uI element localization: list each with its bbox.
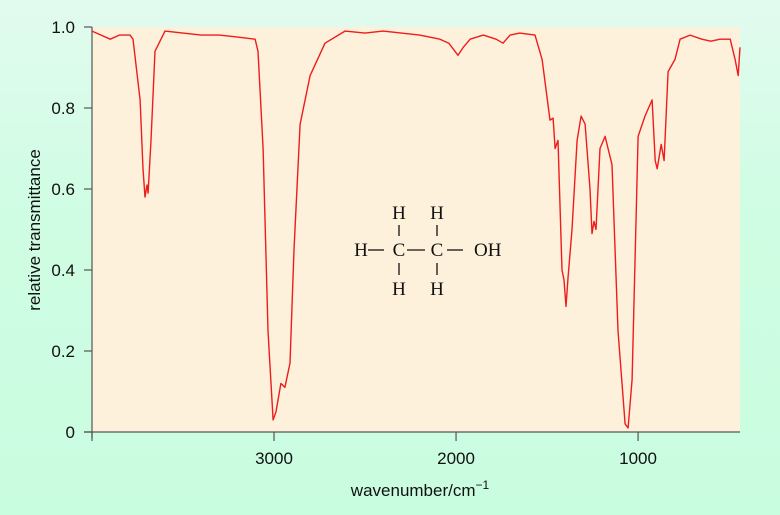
atom-h-top-2: H [430,203,444,224]
x-tick-label: 1000 [619,449,657,468]
atom-h-bottom-2: H [430,279,444,300]
atom-c-1: C [393,240,406,261]
spectrum-line [91,30,741,429]
y-tick-label: 0 [66,423,75,442]
y-tick-label: 0.8 [51,99,75,118]
x-axis-label: wavenumber/cm−1 [350,478,490,500]
atom-h-left: H [354,240,368,261]
y-tick-label: 0.4 [51,261,75,280]
atom-c-2: C [431,240,444,261]
y-axis: 0 0.2 0.4 0.6 0.8 1.0 [51,18,93,442]
ethanol-structure: H H H C C OH H H [354,203,502,300]
atom-h-bottom-1: H [392,279,406,300]
x-axis-label-text: wavenumber/cm [350,481,476,500]
atom-h-top-1: H [392,203,406,224]
y-tick-label: 0.2 [51,342,75,361]
x-axis-label-exponent: −1 [476,478,490,492]
group-oh: OH [474,240,502,261]
bonds [368,225,463,275]
plot-area [92,27,740,432]
x-axis: 3000 2000 1000 [84,431,740,468]
y-tick-label: 1.0 [51,18,75,37]
x-tick-label: 2000 [437,449,475,468]
y-axis-label: relative transmittance [25,149,44,311]
y-tick-label: 0.6 [51,180,75,199]
x-tick-label: 3000 [255,449,293,468]
